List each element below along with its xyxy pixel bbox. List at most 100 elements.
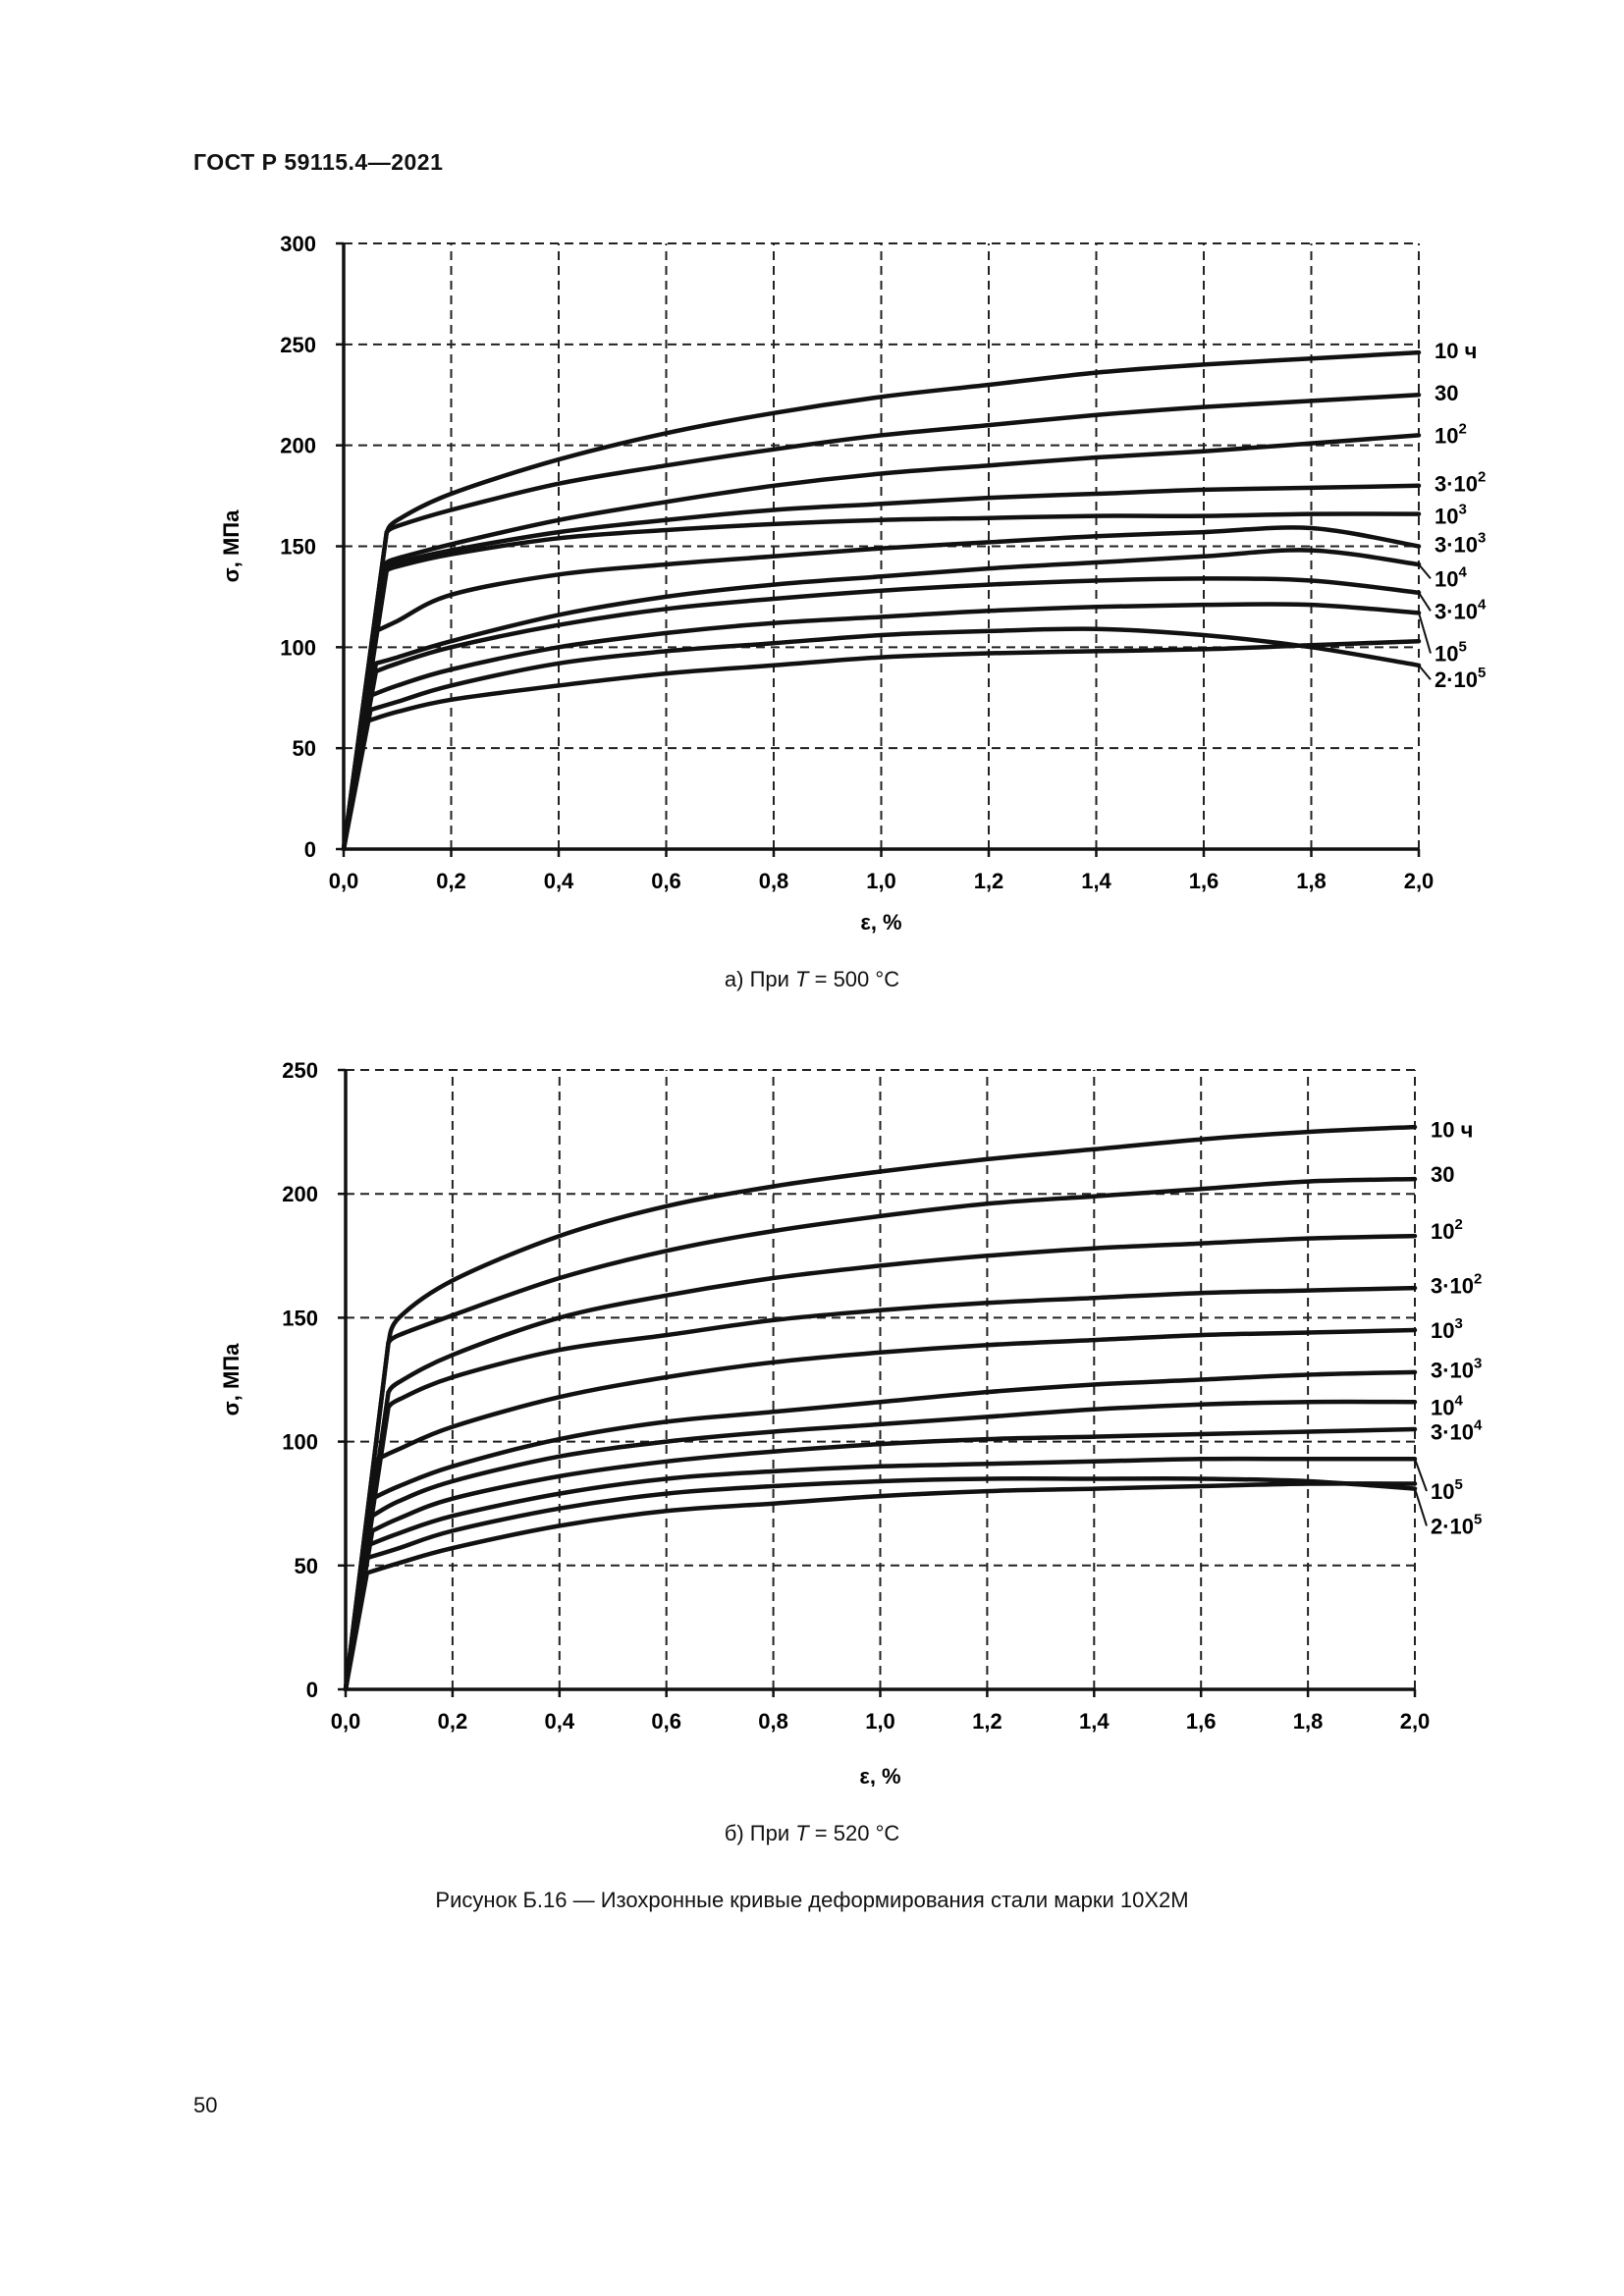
series-line xyxy=(341,349,1422,852)
caption-b-prefix: б) При xyxy=(724,1821,796,1845)
series-line xyxy=(341,483,1422,852)
series-leader xyxy=(1418,592,1432,612)
series-line xyxy=(343,1124,1418,1692)
series-line xyxy=(341,638,1422,852)
series-label: 103 xyxy=(1435,502,1467,529)
y-tick-label: 250 xyxy=(280,333,316,357)
x-tick-label: 0,2 xyxy=(438,1709,468,1734)
series-line xyxy=(341,548,1422,852)
series-label-base: 2·10 xyxy=(1435,667,1478,692)
series-label-exp: 5 xyxy=(1478,665,1486,681)
x-tick-label: 1,2 xyxy=(972,1709,1002,1734)
series-label-base: 10 xyxy=(1435,566,1458,591)
series-label-base: 3·10 xyxy=(1435,532,1478,557)
y-tick-label: 200 xyxy=(282,1182,318,1206)
y-tick-label: 150 xyxy=(280,535,316,560)
y-tick-label: 250 xyxy=(282,1058,318,1083)
series-line xyxy=(341,576,1422,852)
series-label-exp: 4 xyxy=(1474,1417,1483,1434)
series-label-exp: 4 xyxy=(1458,563,1467,580)
x-tick-label: 1,4 xyxy=(1081,869,1111,893)
series-label: 2·105 xyxy=(1431,1511,1482,1538)
y-tick-label: 150 xyxy=(282,1306,318,1330)
series-label: 2·105 xyxy=(1435,665,1486,692)
x-tick-label: 2,0 xyxy=(1400,1709,1431,1734)
series-line xyxy=(343,1176,1418,1692)
x-tick-label: 0,8 xyxy=(759,869,789,893)
x-tick-label: 2,0 xyxy=(1404,869,1435,893)
page-number: 50 xyxy=(193,2093,218,2117)
series-line xyxy=(341,511,1422,852)
series-label: 3·104 xyxy=(1435,596,1487,623)
series-label-base: 10 xyxy=(1435,423,1458,448)
y-tick-label: 0 xyxy=(304,837,316,862)
series-label: 30 xyxy=(1435,381,1458,405)
series-leader xyxy=(1418,613,1432,654)
y-tick-label: 100 xyxy=(282,1430,318,1455)
x-tick-label: 0,0 xyxy=(331,1709,361,1734)
series-line xyxy=(341,433,1422,852)
series-line xyxy=(343,1481,1418,1692)
y-tick-label: 50 xyxy=(293,736,316,761)
series-label-base: 30 xyxy=(1435,381,1458,405)
series-label-base: 10 xyxy=(1431,1479,1454,1504)
series-curves xyxy=(341,349,1422,852)
chart-b: 0,0 0,2 0,4 0,6 0,8 1,0 1,2 1,4 1,6 1,8 2,0 0 50 100 1… xyxy=(219,1058,1483,1787)
y-tick-label: 50 xyxy=(295,1554,318,1578)
series-leader xyxy=(1414,1488,1428,1526)
document-id: ГОСТ Р 59115.4—2021 xyxy=(193,149,444,175)
y-tick-label: 200 xyxy=(280,434,316,458)
grid xyxy=(336,241,1421,857)
series-label-base: 3·10 xyxy=(1431,1358,1474,1382)
series-line xyxy=(343,1327,1418,1692)
series-label-base: 3·10 xyxy=(1435,472,1478,497)
x-tick-label: 1,8 xyxy=(1293,1709,1324,1734)
series-label-exp: 5 xyxy=(1458,639,1466,656)
series-label: 104 xyxy=(1435,563,1467,591)
series-label-base: 3·10 xyxy=(1431,1274,1474,1299)
series-label: 104 xyxy=(1431,1392,1463,1419)
series-label-base: 3·10 xyxy=(1431,1420,1474,1445)
series-label-exp: 4 xyxy=(1454,1392,1463,1409)
series-line xyxy=(341,626,1422,852)
x-tick-label: 1,8 xyxy=(1296,869,1326,893)
series-label: 3·103 xyxy=(1435,529,1486,557)
series-label-base: 10 xyxy=(1431,1219,1454,1244)
y-tick-label: 100 xyxy=(280,635,316,660)
series-label-base: 2·10 xyxy=(1431,1514,1474,1538)
series-label-base: 10 xyxy=(1435,505,1458,529)
series-leader xyxy=(1414,1458,1428,1492)
series-label-base: 30 xyxy=(1431,1162,1454,1187)
series-line xyxy=(343,1476,1418,1692)
x-tick-label: 0,8 xyxy=(758,1709,788,1734)
series-label: 103 xyxy=(1431,1315,1463,1343)
series-line xyxy=(343,1233,1418,1692)
series-label: 3·102 xyxy=(1431,1271,1482,1299)
caption-a: а) При T = 500 °C xyxy=(0,967,1624,992)
series-line xyxy=(341,602,1422,852)
x-tick-label: 0,4 xyxy=(545,1709,575,1734)
series-line xyxy=(343,1399,1418,1692)
series-label: 3·102 xyxy=(1435,469,1486,497)
x-tick-label: 1,6 xyxy=(1186,1709,1217,1734)
series-label-exp: 2 xyxy=(1474,1271,1482,1288)
series-label: 10 ч xyxy=(1435,339,1477,363)
series-line xyxy=(341,525,1422,852)
series-label-exp: 2 xyxy=(1454,1216,1462,1233)
y-tick-label: 0 xyxy=(306,1678,318,1702)
series-label: 3·103 xyxy=(1431,1355,1482,1382)
series-label: 102 xyxy=(1435,420,1467,448)
series-label-base: 10 xyxy=(1431,1395,1454,1419)
series-label: 30 xyxy=(1431,1162,1454,1187)
series-label-base: 10 xyxy=(1431,1318,1454,1343)
series-label-base: 10 ч xyxy=(1431,1118,1473,1143)
series-label: 105 xyxy=(1431,1476,1463,1504)
y-axis-label: σ, МПа xyxy=(219,509,244,582)
series-label-exp: 3 xyxy=(1474,1355,1482,1371)
x-tick-label: 1,2 xyxy=(974,869,1004,893)
caption-a-suffix: = 500 °C xyxy=(808,967,900,991)
x-tick-label: 1,0 xyxy=(865,1709,895,1734)
series-label-exp: 4 xyxy=(1478,596,1487,613)
